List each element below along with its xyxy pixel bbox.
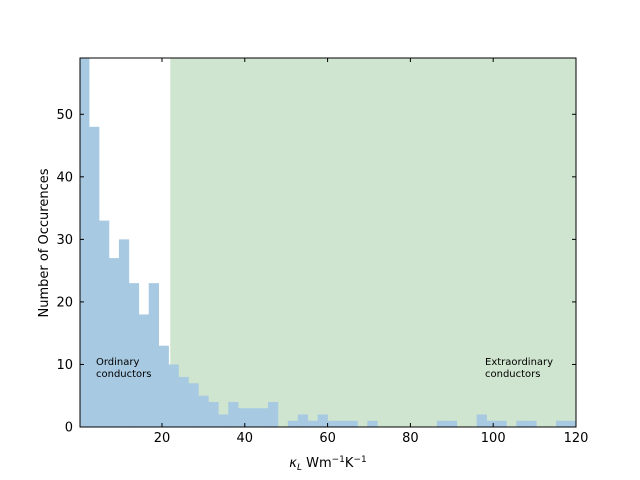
histogram-bar xyxy=(446,420,458,427)
annotation-extraordinary-line1: Extraordinary xyxy=(485,357,553,368)
histogram-bar xyxy=(327,420,338,427)
plot-frame xyxy=(79,57,577,428)
x-tick-label: 20 xyxy=(154,431,171,446)
x-tick-label: 60 xyxy=(319,431,336,446)
y-tick-label: 30 xyxy=(56,233,73,248)
histogram-bar xyxy=(208,401,219,427)
x-label-sup-2: −1 xyxy=(353,455,366,465)
y-tick-label: 0 xyxy=(65,421,73,436)
histogram-bar xyxy=(138,314,150,427)
x-axis-label: κL Wm−1K−1 xyxy=(289,455,366,473)
histogram-bar xyxy=(516,420,527,427)
histogram-bar xyxy=(108,258,120,427)
histogram-bar xyxy=(118,239,130,427)
x-tick-label: 100 xyxy=(481,431,506,446)
annotation-extraordinary-line2: conductors xyxy=(485,369,541,380)
annotation-ordinary-line1: Ordinary xyxy=(96,357,140,368)
histogram-bar xyxy=(526,420,537,427)
histogram-bar xyxy=(148,283,159,427)
histogram-bar xyxy=(556,420,567,427)
histogram-bar xyxy=(307,420,318,427)
histogram-bar xyxy=(178,376,189,427)
histogram-bar xyxy=(476,414,487,427)
y-tick-label: 50 xyxy=(56,108,73,123)
x-axis-ticks: 20 40 60 80 100 120 xyxy=(154,58,589,446)
y-tick-label: 10 xyxy=(56,358,73,373)
histogram-bar xyxy=(168,364,179,427)
x-tick-label: 40 xyxy=(237,431,254,446)
histogram-bar xyxy=(367,420,378,427)
y-axis-label: Number of Occurences xyxy=(37,168,52,317)
histogram-bar xyxy=(158,345,169,427)
histogram-bar xyxy=(89,126,100,428)
histogram-bar xyxy=(228,401,239,427)
histogram-bar xyxy=(566,420,577,427)
histogram-bar xyxy=(287,420,299,427)
histogram-bar xyxy=(297,414,309,427)
y-tick-label: 40 xyxy=(56,170,73,185)
histogram-bar xyxy=(496,420,507,427)
x-label-sup-1: −1 xyxy=(332,455,345,465)
histogram-bar xyxy=(436,420,448,427)
histogram-bar xyxy=(218,414,229,427)
histogram-bar xyxy=(258,408,269,427)
y-tick-label: 20 xyxy=(56,295,73,310)
x-label-unit-1: Wm xyxy=(302,456,332,471)
annotation-ordinary-line2: conductors xyxy=(96,369,152,380)
highlight-region xyxy=(170,58,577,427)
x-tick-label: 80 xyxy=(402,431,419,446)
histogram-bar xyxy=(337,420,348,427)
x-label-unit-2: K xyxy=(345,456,354,471)
histogram-bar xyxy=(99,220,110,427)
histogram-bar xyxy=(188,383,199,427)
histogram-bars xyxy=(80,58,577,428)
histogram-bar xyxy=(248,408,259,427)
histogram-bar xyxy=(347,420,358,427)
histogram-bar xyxy=(198,395,209,427)
x-tick-label: 120 xyxy=(564,431,589,446)
histogram-bar xyxy=(486,420,497,427)
histogram-bar xyxy=(128,283,140,427)
histogram-bar xyxy=(80,58,90,427)
histogram-bar xyxy=(267,401,279,427)
x-label-kappa: κ xyxy=(289,456,297,471)
histogram-bar xyxy=(317,414,328,427)
histogram-bar xyxy=(238,408,249,427)
x-label-sub: L xyxy=(297,463,302,473)
